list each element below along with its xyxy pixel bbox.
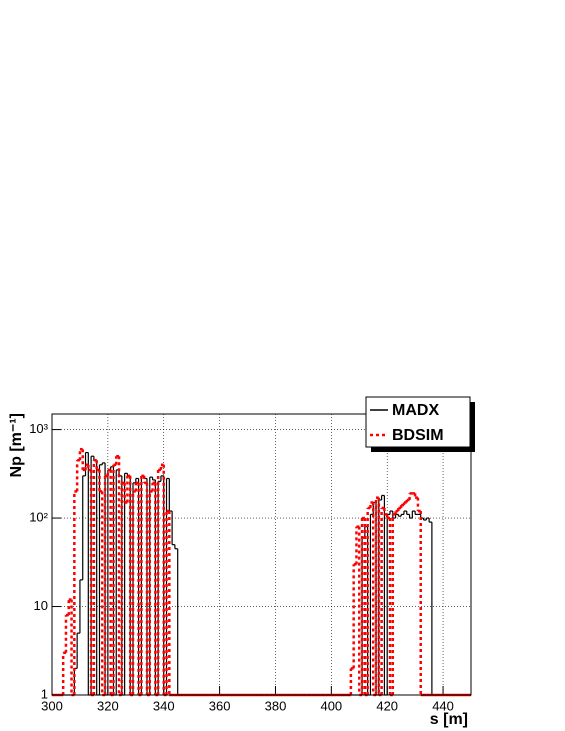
x-tick-label: 300 xyxy=(41,698,63,713)
x-tick-label: 420 xyxy=(376,698,398,713)
legend-box xyxy=(365,396,471,448)
x-tick-label: 400 xyxy=(320,698,342,713)
plot-area xyxy=(52,414,471,695)
y-tick-label: 10 xyxy=(34,598,48,613)
x-tick-label: 360 xyxy=(209,698,231,713)
x-axis-title: s [m] xyxy=(430,711,468,728)
plot-frame xyxy=(51,413,472,696)
x-tick-label: 440 xyxy=(432,698,454,713)
x-tick-label: 320 xyxy=(97,698,119,713)
y-tick-label: 1 xyxy=(41,686,48,701)
legend-label: MADX xyxy=(392,402,439,419)
y-axis-title: Np [m⁻¹] xyxy=(8,413,25,477)
y-tick-label: 10³ xyxy=(29,421,48,436)
y-tick-label: 10² xyxy=(29,509,48,524)
x-tick-label: 340 xyxy=(153,698,175,713)
legend-label: BDSIM xyxy=(392,427,444,444)
x-tick-label: 380 xyxy=(265,698,287,713)
